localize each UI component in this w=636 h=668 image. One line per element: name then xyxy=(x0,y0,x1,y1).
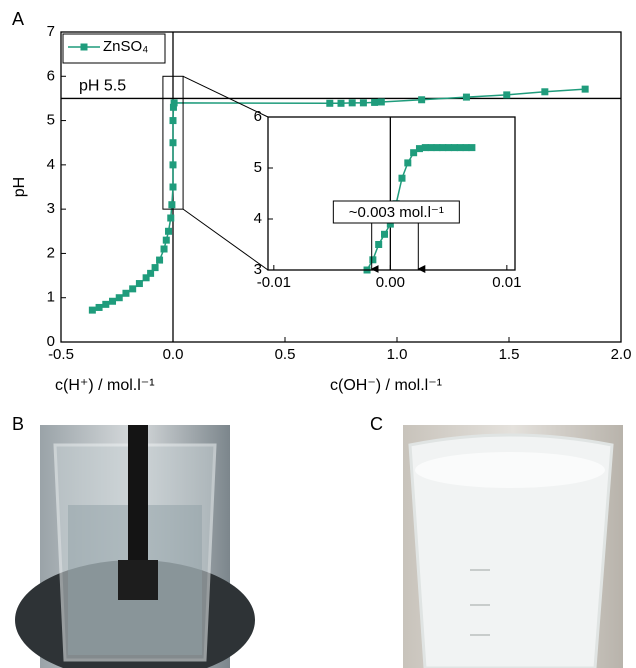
data-point xyxy=(462,93,470,101)
annotation: ~0.003 mol.l⁻¹ xyxy=(349,204,444,221)
y-tick-label: 6 xyxy=(254,108,262,125)
y-tick-label: 1 xyxy=(47,289,55,306)
annotation-box xyxy=(332,200,460,224)
plot-frame xyxy=(268,117,515,270)
y-tick-label: 7 xyxy=(47,23,55,40)
data-point xyxy=(95,303,103,311)
plot: -0.01 0.00 0.01 3 4 5 6 xyxy=(254,108,522,291)
y-tick-label: 5 xyxy=(254,159,262,176)
y-tick-label: 5 xyxy=(47,112,55,129)
y-tick-label: 4 xyxy=(47,156,55,173)
axes-box xyxy=(267,116,516,271)
data-point xyxy=(581,85,589,93)
data-point xyxy=(337,99,345,107)
data-point xyxy=(468,144,476,152)
x-tick-label: 1.0 xyxy=(387,346,408,363)
data-point xyxy=(162,236,170,244)
zoom-box xyxy=(162,75,184,210)
data-point xyxy=(462,144,470,152)
data-point xyxy=(375,241,383,248)
data-point xyxy=(450,144,458,152)
x-tick-label: 0.01 xyxy=(492,274,521,291)
data-point xyxy=(169,161,177,169)
x-tick-label: 1.5 xyxy=(499,346,520,363)
data-point xyxy=(369,256,377,264)
data-point xyxy=(433,144,441,152)
data-point xyxy=(170,99,178,107)
data-point xyxy=(165,227,173,235)
axes-box xyxy=(60,31,622,343)
y-tick-label: 3 xyxy=(254,261,262,278)
data-point xyxy=(404,159,412,167)
x-tick-label: -0.01 xyxy=(257,274,291,291)
zoom-connector xyxy=(182,75,269,118)
data-point xyxy=(135,280,143,288)
y-tick-label: 0 xyxy=(47,333,55,350)
data-point xyxy=(439,144,447,152)
data-point xyxy=(348,99,356,107)
x-tick-label: -0.5 xyxy=(48,346,74,363)
data-point xyxy=(167,214,175,222)
x-tick-label: 2.0 xyxy=(611,346,632,363)
panel-label: C xyxy=(370,414,383,434)
data-point xyxy=(156,256,164,264)
data-point xyxy=(169,183,177,191)
data-point xyxy=(129,285,137,293)
data-point xyxy=(381,230,389,238)
y-tick-label: 6 xyxy=(47,67,55,84)
panel-label: B xyxy=(12,414,24,434)
x-tick-label: 0.5 xyxy=(275,346,296,363)
data-point xyxy=(88,306,96,314)
data-point xyxy=(142,274,150,282)
data-point xyxy=(445,144,453,152)
data-point xyxy=(326,99,334,107)
data-point xyxy=(386,220,394,228)
legend-label: ZnSO₄ xyxy=(103,38,148,55)
data-point xyxy=(421,144,429,152)
data-point xyxy=(169,139,177,147)
data-point xyxy=(415,145,423,153)
y-tick-label: 4 xyxy=(254,210,262,227)
legend-box xyxy=(62,33,166,64)
data-point xyxy=(169,117,177,125)
panel-label: A xyxy=(12,9,24,29)
y-axis-title: pH xyxy=(11,177,28,197)
data-point xyxy=(115,294,123,302)
data-point xyxy=(109,297,117,305)
photo-c xyxy=(403,425,623,668)
data-point xyxy=(169,103,177,111)
data-point xyxy=(410,149,418,157)
x-axis-title: c(OH⁻) / mol.l⁻¹ xyxy=(330,377,442,394)
data-point xyxy=(418,96,426,104)
data-point xyxy=(371,98,379,106)
data-point xyxy=(168,201,176,209)
data-point xyxy=(122,289,130,297)
data-point xyxy=(503,91,511,99)
x-tick-label: 0.00 xyxy=(376,274,405,291)
y-tick-label: 3 xyxy=(47,200,55,217)
x-tick-label: 0.0 xyxy=(163,346,184,363)
data-point xyxy=(147,269,155,277)
data-point xyxy=(151,264,159,272)
zoom-connector xyxy=(182,208,269,271)
data-point xyxy=(160,245,168,253)
legend-marker xyxy=(80,43,88,51)
data-point xyxy=(541,88,549,96)
legend: ZnSO₄ xyxy=(62,33,166,64)
data-point xyxy=(398,174,406,182)
x-axis-title: c(H⁺) / mol.l⁻¹ xyxy=(55,377,155,394)
data-point xyxy=(359,99,367,107)
data-point xyxy=(427,144,435,152)
data-point xyxy=(377,98,385,106)
data-point xyxy=(102,300,110,308)
y-tick-label: 2 xyxy=(47,244,55,261)
data-point xyxy=(456,144,464,152)
reference-label: pH 5.5 xyxy=(79,78,126,95)
photo-b xyxy=(15,425,255,668)
